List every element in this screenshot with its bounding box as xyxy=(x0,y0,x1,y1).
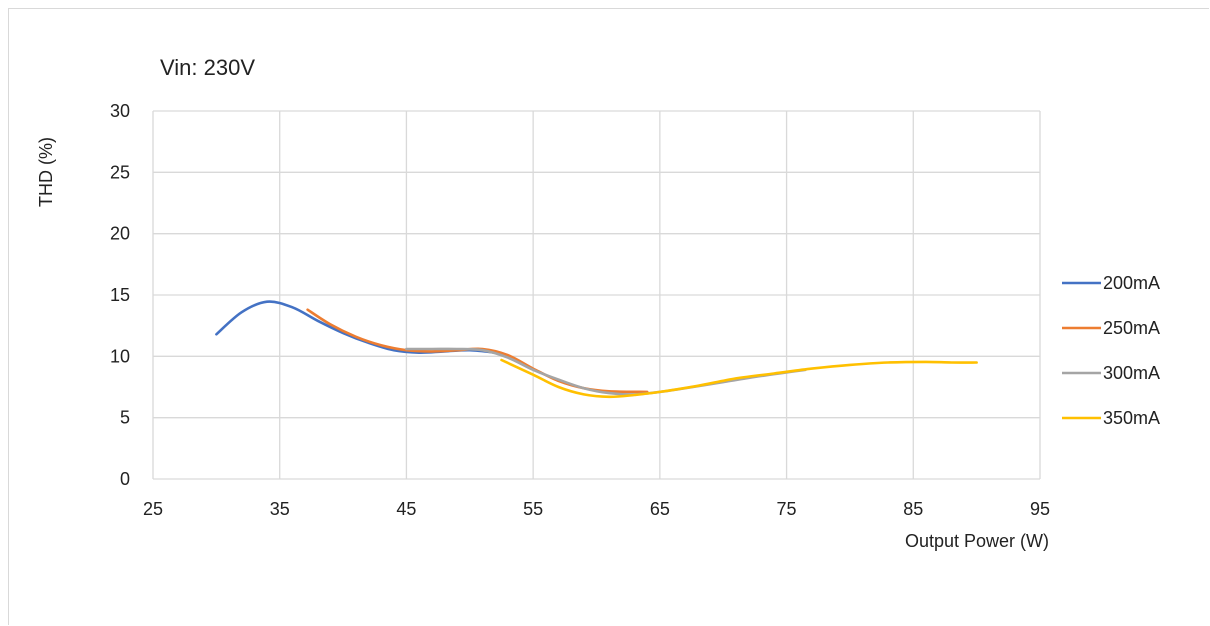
x-tick-label: 95 xyxy=(1030,499,1050,519)
y-tick-label: 25 xyxy=(110,162,130,182)
y-axis-label: THD (%) xyxy=(36,137,56,207)
y-tick-label: 20 xyxy=(110,224,130,244)
x-tick-label: 85 xyxy=(903,499,923,519)
legend-label: 300mA xyxy=(1103,363,1160,383)
legend-label: 250mA xyxy=(1103,318,1160,338)
y-tick-label: 30 xyxy=(110,101,130,121)
chart-frame xyxy=(8,8,1209,625)
legend: 200mA 250mA 300mA 350mA xyxy=(1062,273,1160,428)
legend-label: 200mA xyxy=(1103,273,1160,293)
grid-layer xyxy=(152,110,1041,480)
y-tick-label: 5 xyxy=(120,408,130,428)
y-tick-label: 15 xyxy=(110,285,130,305)
series-layer xyxy=(215,300,978,399)
y-tick-label: 0 xyxy=(120,469,130,489)
x-tick-label: 25 xyxy=(143,499,163,519)
x-tick-label: 55 xyxy=(523,499,543,519)
x-tick-label: 35 xyxy=(270,499,290,519)
y-tick-label: 10 xyxy=(110,346,130,366)
x-tick-label: 45 xyxy=(396,499,416,519)
x-tick-label: 65 xyxy=(650,499,670,519)
series-line-350mA xyxy=(500,358,978,399)
legend-label: 350mA xyxy=(1103,408,1160,428)
chart-title: Vin: 230V xyxy=(160,55,255,80)
series-line-200mA xyxy=(215,300,497,355)
x-tick-label: 75 xyxy=(777,499,797,519)
tick-layer: 0 5 10 15 20 25 30 25 35 45 55 65 75 85 95 xyxy=(110,101,1050,519)
x-axis-label: Output Power (W) xyxy=(905,531,1049,551)
